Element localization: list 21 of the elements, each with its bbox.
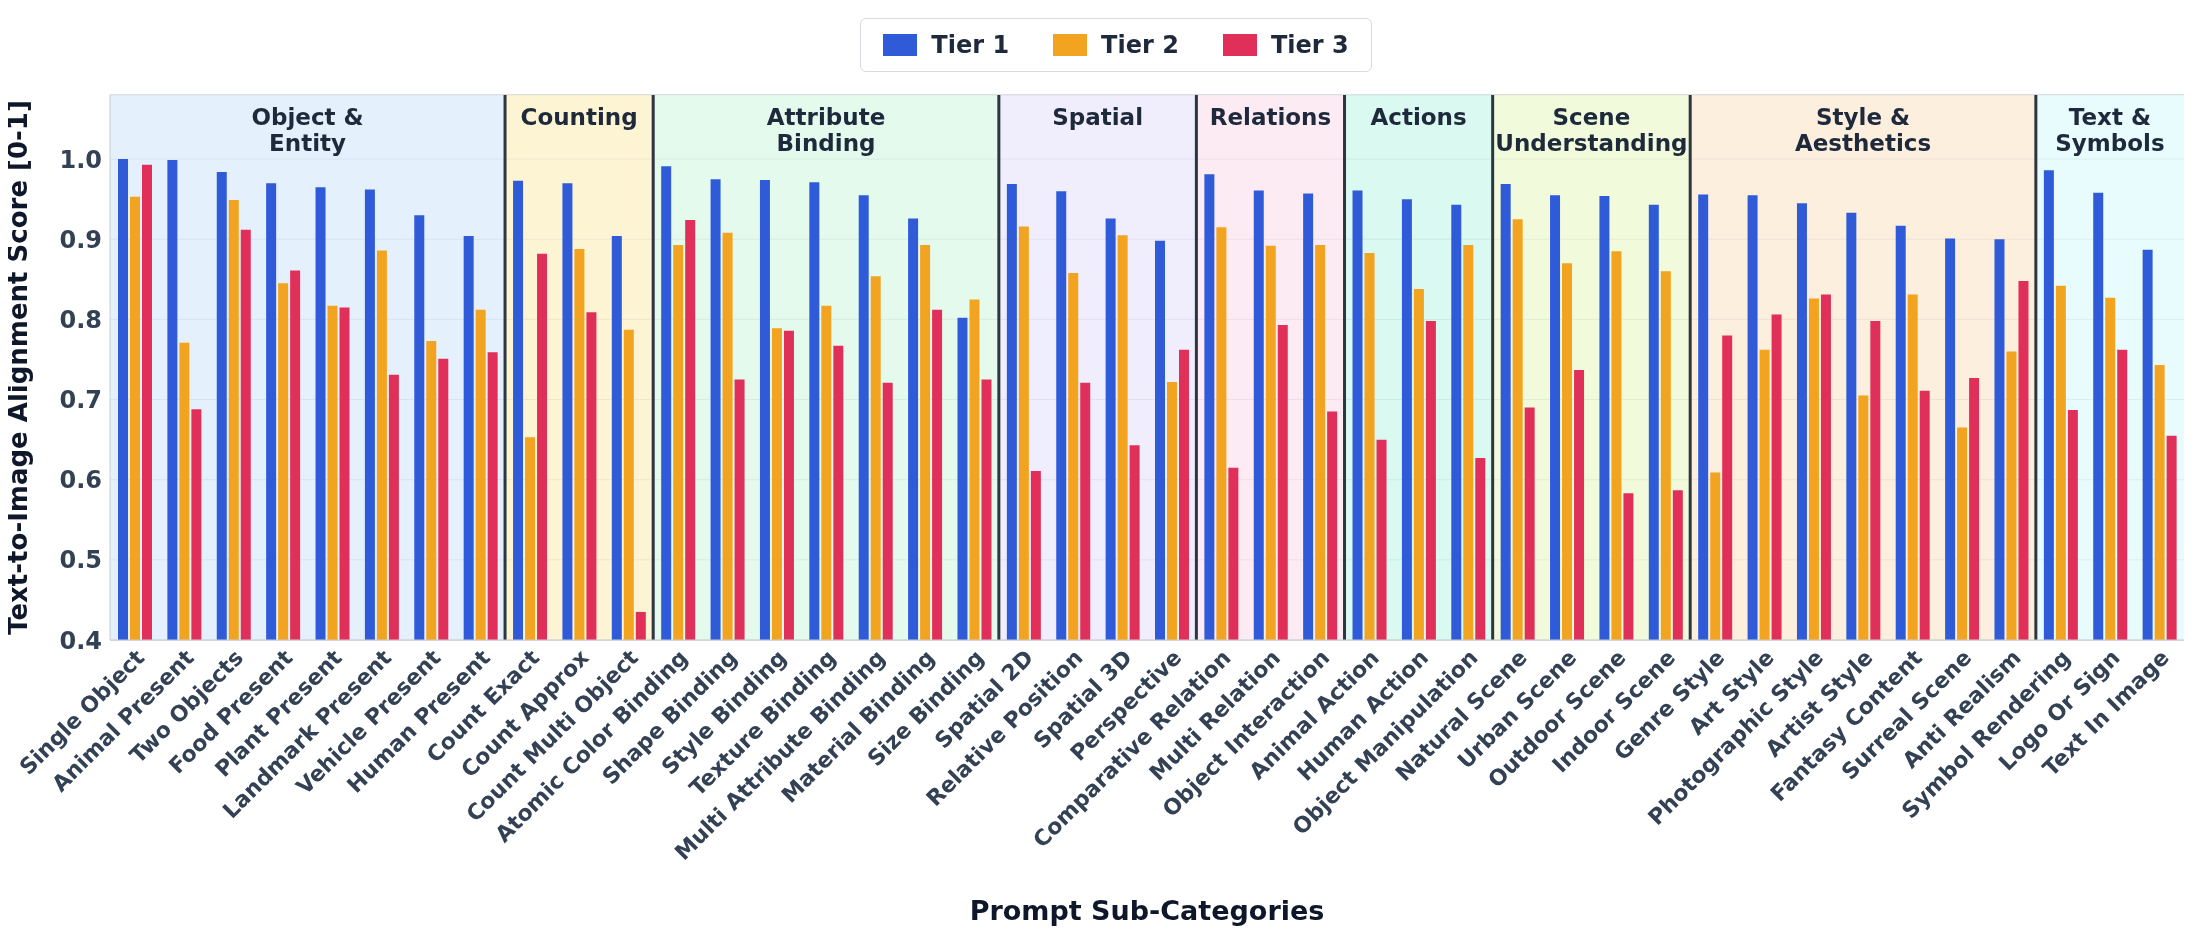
band-label: Attribute Binding — [766, 104, 886, 156]
band-label: Object & Entity — [251, 104, 364, 156]
y-tick-label: 0.4 — [59, 626, 102, 655]
legend-label: Tier 3 — [1269, 31, 1349, 59]
band-label: Actions — [1370, 104, 1467, 130]
y-tick-label: 0.7 — [59, 386, 102, 415]
y-tick-label: 0.9 — [59, 225, 102, 254]
band-label: Scene Understanding — [1495, 104, 1688, 156]
legend-label: Tier 1 — [930, 31, 1010, 59]
y-tick-label: 0.5 — [59, 546, 102, 575]
legend-label: Tier 2 — [1100, 31, 1179, 59]
y-tick-label: 0.8 — [59, 305, 102, 334]
band-label: Style & Aesthetics — [1794, 104, 1932, 156]
y-axis-title: Text-to-Image Alignment Score [0-1] — [3, 100, 34, 635]
band-label: Relations — [1209, 104, 1332, 130]
band-label: Spatial — [1052, 104, 1144, 130]
band-label: Counting — [520, 104, 638, 130]
band-label: Text & Symbols — [2055, 104, 2165, 156]
x-axis-title: Prompt Sub-Categories — [969, 895, 1325, 926]
y-tick-label: 0.6 — [59, 466, 102, 495]
y-tick-label: 1.0 — [59, 145, 102, 174]
